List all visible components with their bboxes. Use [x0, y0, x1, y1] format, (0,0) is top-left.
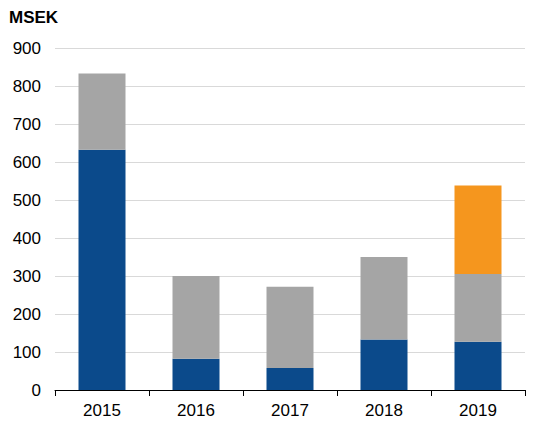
- svg-text:900: 900: [13, 39, 41, 58]
- svg-text:400: 400: [13, 229, 41, 248]
- svg-text:2015: 2015: [83, 401, 121, 420]
- svg-text:MSEK: MSEK: [9, 8, 59, 27]
- svg-text:300: 300: [13, 267, 41, 286]
- svg-text:200: 200: [13, 305, 41, 324]
- svg-text:2017: 2017: [271, 401, 309, 420]
- svg-text:2016: 2016: [177, 401, 215, 420]
- svg-text:800: 800: [13, 77, 41, 96]
- svg-text:700: 700: [13, 115, 41, 134]
- svg-text:0: 0: [32, 381, 41, 400]
- svg-text:2018: 2018: [365, 401, 403, 420]
- svg-text:100: 100: [13, 343, 41, 362]
- svg-text:500: 500: [13, 191, 41, 210]
- svg-text:2019: 2019: [459, 401, 497, 420]
- svg-text:600: 600: [13, 153, 41, 172]
